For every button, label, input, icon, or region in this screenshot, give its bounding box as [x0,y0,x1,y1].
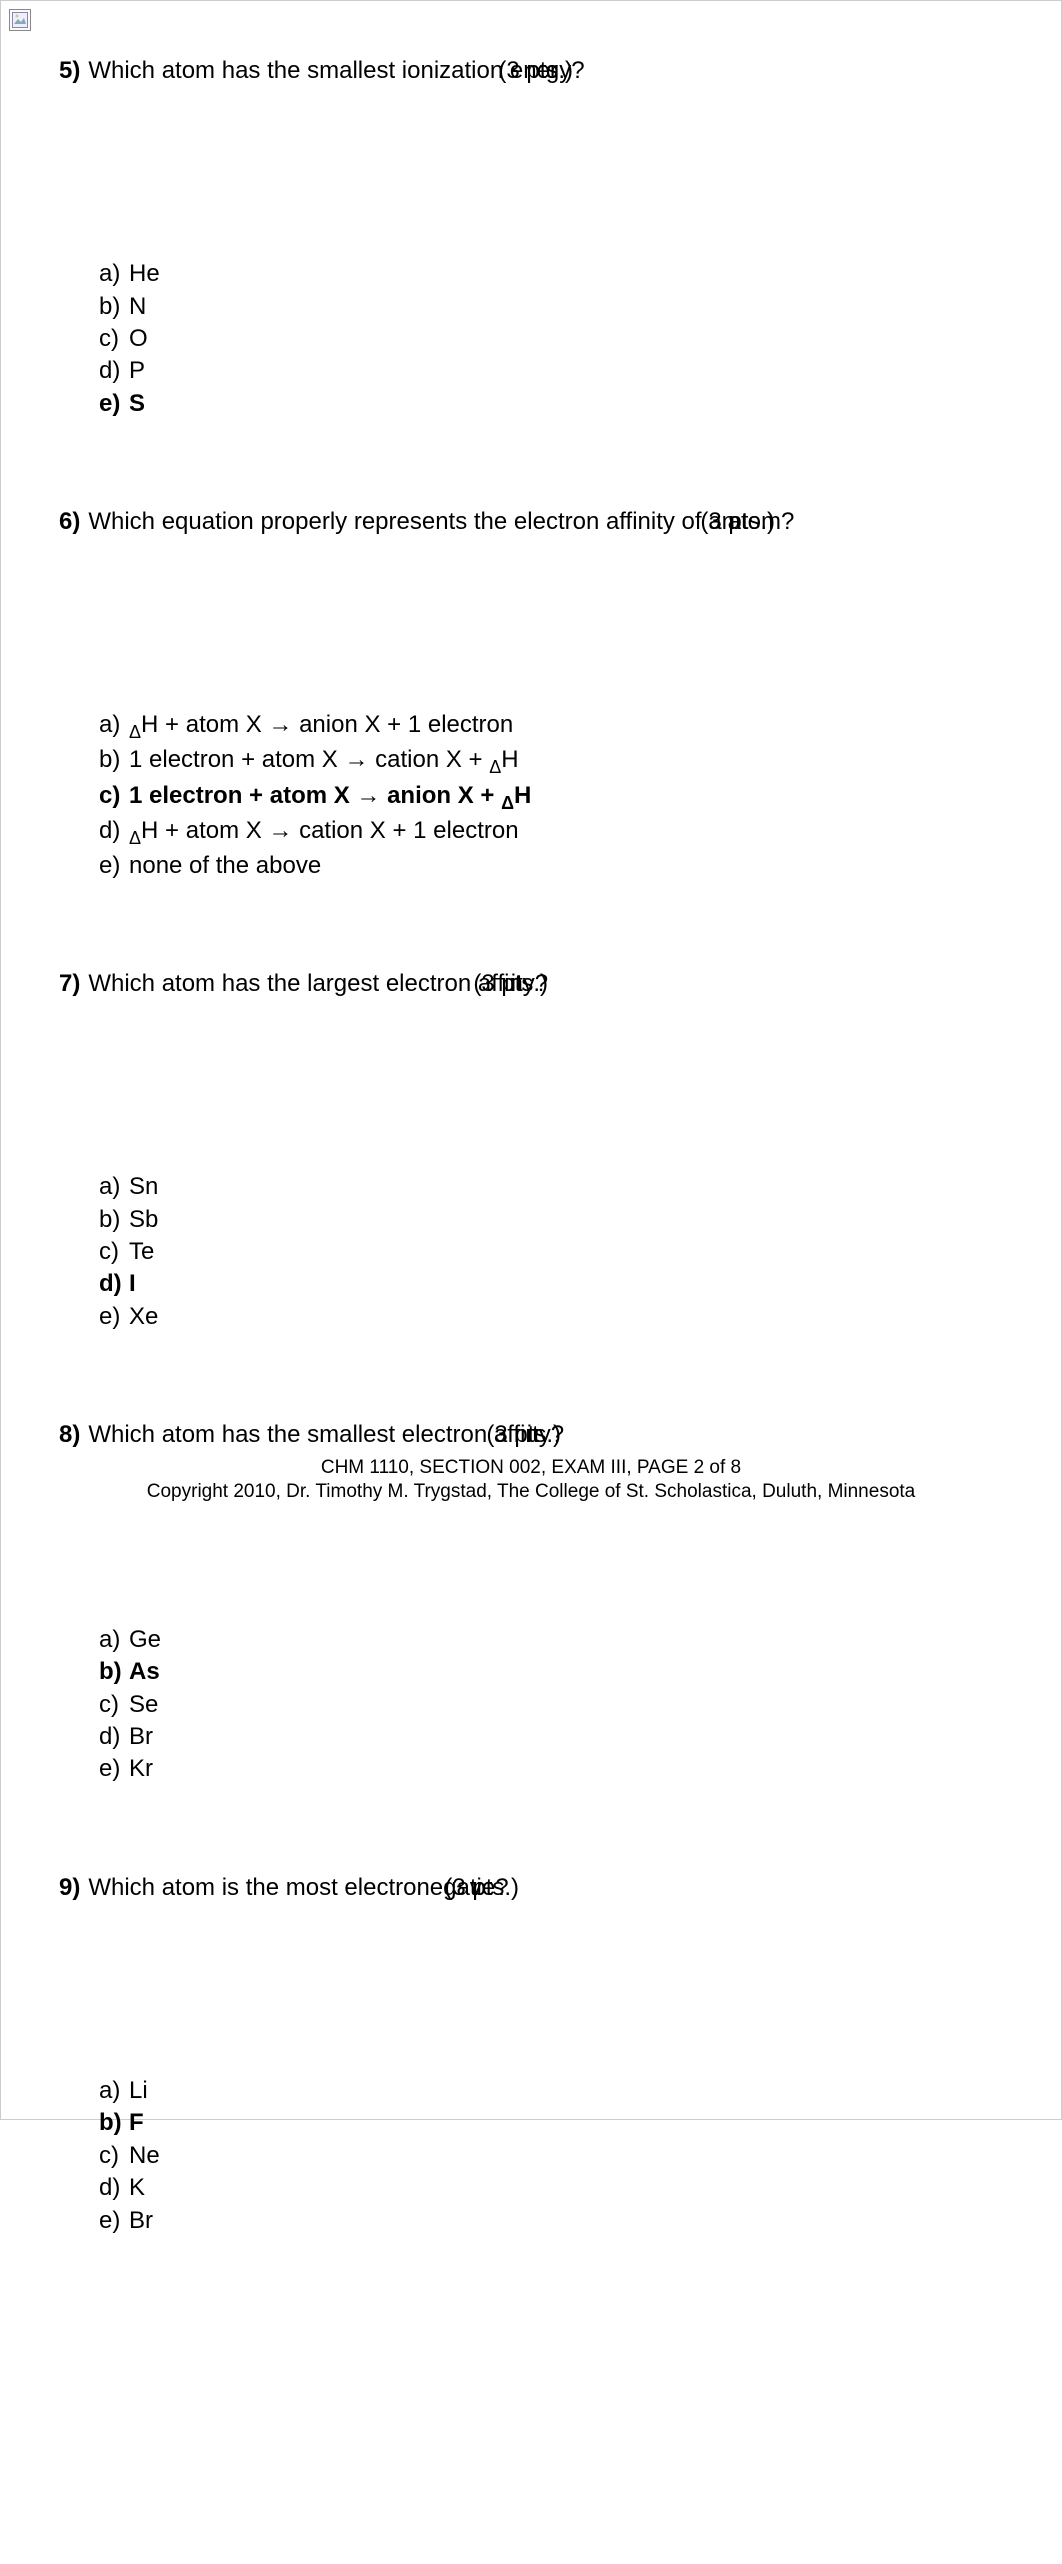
points-label: (3 pts.) [700,506,775,537]
points-label: (3 pts.) [498,55,573,86]
question-7-header: 7) Which atom has the largest electron a… [1,968,1061,999]
option-c: c)O [99,323,1061,355]
option-c: c)Se [99,1689,1061,1721]
footer-line-1: CHM 1110, SECTION 002, EXAM III, PAGE 2 … [1,1456,1061,1480]
question-8-options: a)Ge b)As c)Se d)Br e)Kr [1,1624,1061,1786]
footer-line-2: Copyright 2010, Dr. Timothy M. Trygstad,… [1,1480,1061,1504]
question-text: Which equation properly represents the e… [88,506,794,537]
option-e: e)Br [99,2205,1061,2237]
page-footer: CHM 1110, SECTION 002, EXAM III, PAGE 2 … [1,1456,1061,1504]
option-e: e)Xe [99,1301,1061,1333]
option-b: b) 1 electron + atom X → cation X + ΔH [99,744,1061,779]
question-5: 5) Which atom has the smallest ionizatio… [1,55,1061,420]
option-c: c)Te [99,1236,1061,1268]
question-8: 8) Which atom has the smallest electron … [1,1419,1061,1450]
exam-page: 5) Which atom has the smallest ionizatio… [0,0,1062,2120]
option-d: d)Br [99,1721,1061,1753]
question-6: 6) Which equation properly represents th… [1,506,1061,882]
question-number: 7) [59,968,80,999]
question-5-options: a)He b)N c)O d)P e)S [1,258,1061,420]
question-7: 7) Which atom has the largest electron a… [1,968,1061,1333]
question-text: Which atom has the smallest electron aff… [88,1419,564,1450]
question-number: 6) [59,506,80,537]
option-e: e) none of the above [99,850,1061,882]
question-7-options: a)Sn b)Sb c)Te d)I e)Xe [1,1171,1061,1333]
question-8-header: 8) Which atom has the smallest electron … [1,1419,1061,1450]
question-9-header: 9) Which atom is the most electronegativ… [1,1872,1061,1903]
option-a: a) ΔH + atom X → anion X + 1 electron [99,709,1061,744]
question-text: Which atom is the most electronegative? … [88,1872,508,1903]
broken-image-icon [9,9,31,31]
question-9-options: a)Li b)F c)Ne d)K e)Br [1,2075,1061,2237]
points-label: (3 pts.) [444,1872,519,1903]
question-6-options: a) ΔH + atom X → anion X + 1 electron b)… [1,709,1061,882]
question-text: Which atom has the smallest ionization e… [88,55,584,86]
option-b: b)N [99,291,1061,323]
question-number: 5) [59,55,80,86]
question-9: 9) Which atom is the most electronegativ… [1,1872,1061,2237]
question-6-header: 6) Which equation properly represents th… [1,506,1061,537]
option-e: e)S [99,388,1061,420]
option-a: a)Ge [99,1624,1061,1656]
question-text: Which atom has the largest electron affi… [88,968,548,999]
option-e: e)Kr [99,1753,1061,1785]
option-d: d)K [99,2172,1061,2204]
option-d: d)I [99,1268,1061,1300]
option-a: a)He [99,258,1061,290]
option-a: a)Li [99,2075,1061,2107]
option-b: b)As [99,1656,1061,1688]
option-c: c) 1 electron + atom X → anion X + ΔH [99,780,1061,815]
option-d: d) ΔH + atom X → cation X + 1 electron [99,815,1061,850]
option-d: d)P [99,355,1061,387]
question-number: 9) [59,1872,80,1903]
question-5-header: 5) Which atom has the smallest ionizatio… [1,55,1061,86]
question-number: 8) [59,1419,80,1450]
option-a: a)Sn [99,1171,1061,1203]
image-placeholder-icon [12,12,28,28]
option-b: b)Sb [99,1204,1061,1236]
points-label: (3 pts.) [486,1419,561,1450]
option-c: c)Ne [99,2140,1061,2172]
points-label: (3 pts.) [473,968,548,999]
option-b: b)F [99,2107,1061,2139]
